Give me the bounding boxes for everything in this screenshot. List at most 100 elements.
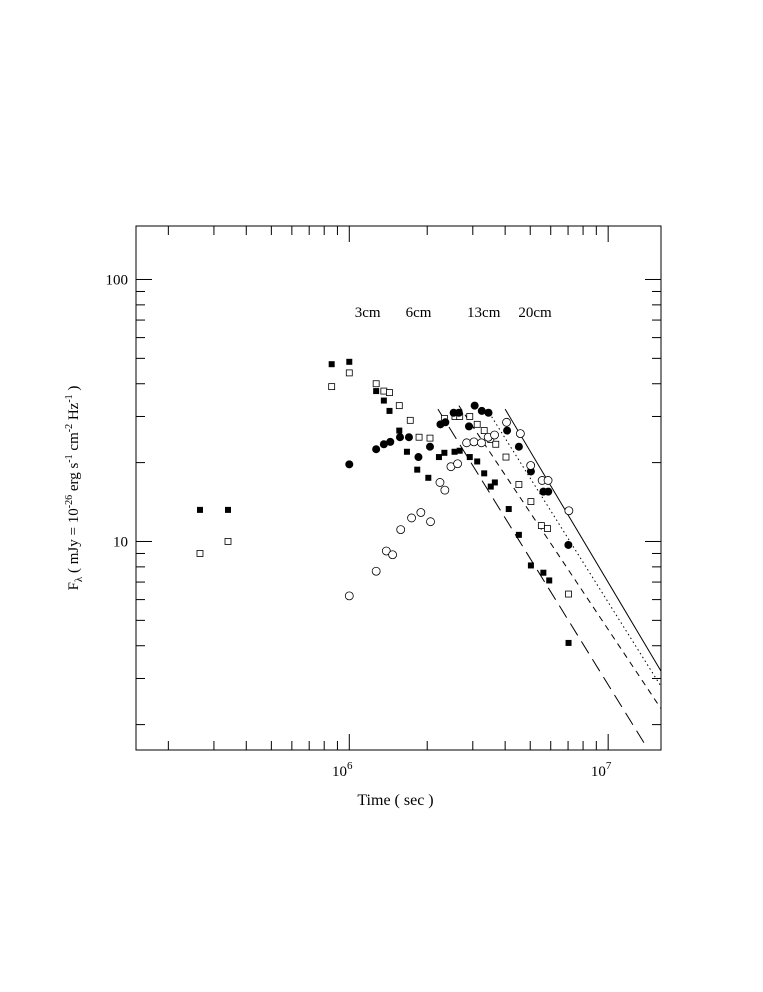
filled-circle-point [477,406,486,415]
filled-circle-point [441,418,450,427]
filled-circle-point [454,408,463,417]
filled-square-point [346,358,353,365]
filled-square-point [491,479,498,486]
filled-circle-point [345,460,354,469]
filled-circle-point [404,433,413,442]
open-square-point [345,369,353,377]
band-label: 3cm [355,305,381,321]
open-square-point [328,383,336,391]
filled-square-point [414,466,421,473]
fit-line-layer [437,405,662,749]
filled-circle-point [564,540,573,549]
open-circle-point [477,438,486,448]
open-square-point [466,413,474,420]
open-circle-point [490,430,499,440]
filled-circle-point [372,445,381,454]
filled-square-point [456,447,463,454]
open-square-point [415,433,423,441]
filled-square-point [527,562,534,569]
text-layer: 106 107 10 100 Time ( sec ) Fλ ( mJy = 10-26 … [64,272,612,809]
band-label: 6cm [406,305,432,321]
filled-square-point [196,506,203,513]
filled-square-point [396,427,403,434]
filled-square-point [224,506,231,513]
filled-circle-point [464,422,473,431]
open-circle-point [453,459,462,469]
filled-square-point [328,361,335,368]
filled-square-point [441,449,448,456]
filled-square-point [487,483,494,490]
y-tick-label: 100 [106,272,129,288]
x-tick-label: 106 [332,760,353,780]
filled-square-point [373,388,380,395]
filled-circle-point [544,487,553,496]
open-square-point [537,522,545,529]
x-axis-label: Time ( sec ) [357,792,433,809]
filled-square-point [466,454,473,461]
fit-line-dotted [486,408,662,687]
filled-square-point [546,577,553,584]
filled-circle-point [395,433,404,442]
filled-circle-point [386,437,395,446]
open-circle-point [564,506,574,516]
tick-layer [136,226,661,750]
y-axis-label: Fλ ( mJy = 10-26 erg s-1 cm-2 Hz-1 ) [64,386,85,591]
open-square-point [196,550,204,557]
open-square-point [473,420,481,428]
open-circle-point [469,437,479,447]
filled-circle-point [414,453,423,462]
open-square-point [527,498,535,505]
open-square-point [480,427,488,434]
open-square-point [386,389,393,397]
open-square-point [426,434,434,442]
filled-circle-point [484,408,493,417]
open-circle-point [515,429,525,439]
band-label: 13cm [467,305,501,321]
filled-square-point [505,506,512,513]
filled-square-point [386,407,393,414]
band-label: 20cm [518,305,552,321]
filled-square-point [380,397,387,404]
filled-square-point [565,639,572,646]
open-square-point [565,590,572,598]
open-circle-point [526,461,536,470]
open-circle-point [426,517,435,527]
open-circle-point [407,513,416,523]
filled-circle-point [514,442,523,451]
open-circle-point [440,485,450,495]
filled-square-point [451,448,458,455]
x-tick-label: 107 [591,760,612,780]
fit-line-long-dash [437,408,649,749]
open-square-point [515,481,523,488]
data-point-layer [196,358,574,646]
fit-line-short-dash [458,405,662,709]
y-tick-label: 10 [113,534,128,550]
open-circle-point [388,550,398,560]
filled-circle-point [503,426,512,435]
open-circle-point [344,591,354,601]
filled-square-point [481,470,488,477]
open-square-point [502,453,510,461]
filled-square-point [435,454,442,461]
filled-square-point [515,531,522,538]
open-circle-point [543,476,553,485]
plot-frame [135,225,662,751]
open-square-point [395,402,403,410]
open-circle-point [502,417,511,427]
open-square-point [372,380,380,388]
open-square-point [406,416,414,424]
open-square-point [492,440,500,448]
filled-square-point [540,569,547,576]
filled-circle-point [379,440,388,449]
open-circle-point [435,478,445,487]
open-circle-point [462,438,472,448]
filled-square-point [474,458,481,465]
filled-circle-point [470,401,479,410]
open-circle-point [371,566,381,576]
filled-circle-point [425,442,434,451]
open-square-point [544,525,551,532]
open-circle-point [396,525,406,535]
open-circle-point [381,546,391,556]
